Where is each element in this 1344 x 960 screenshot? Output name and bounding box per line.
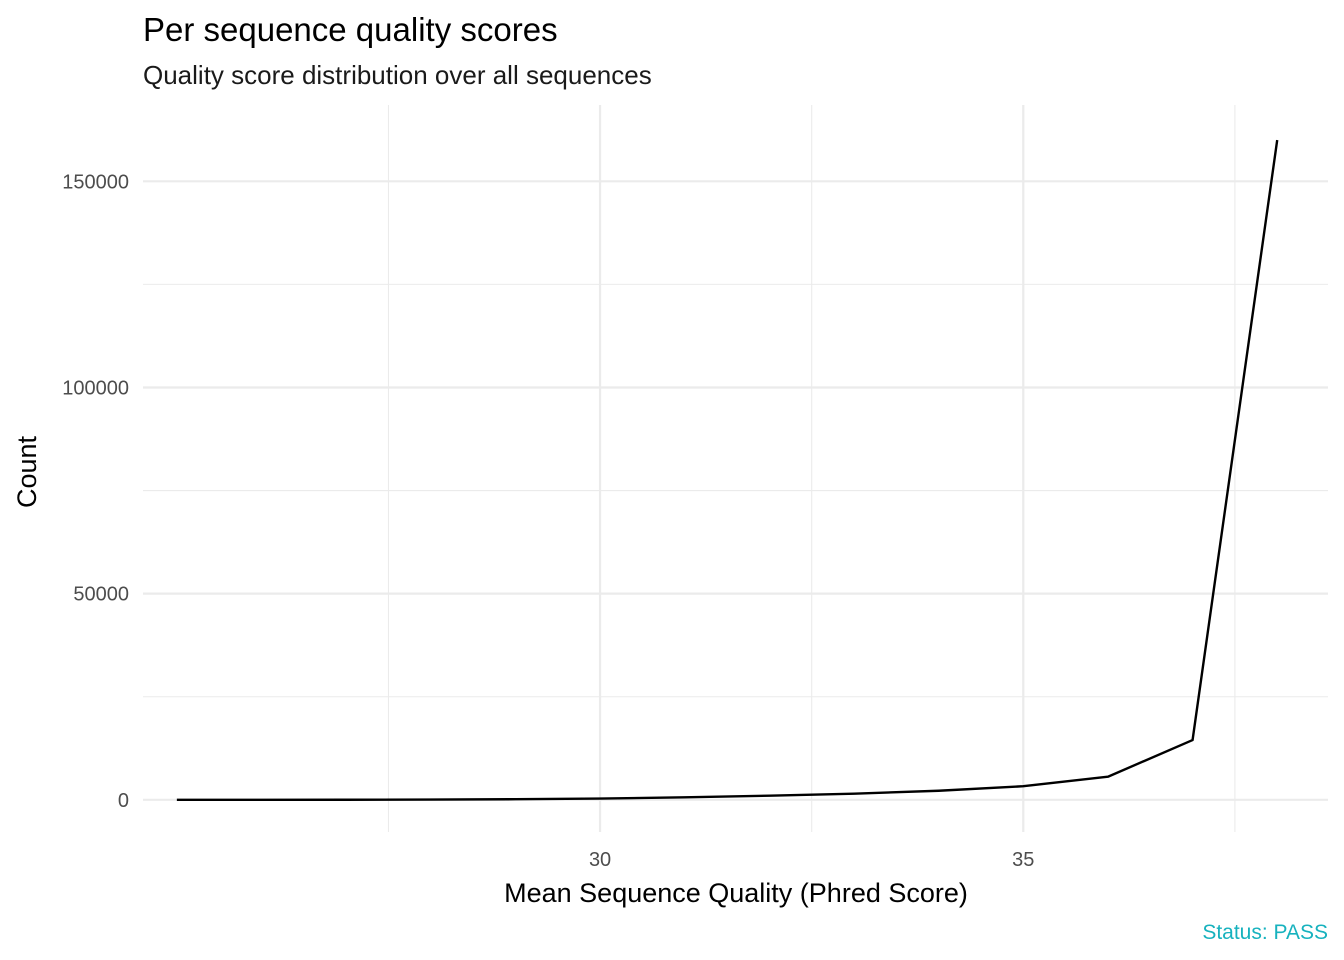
chart-title: Per sequence quality scores: [143, 11, 558, 48]
x-tick-label: 35: [1012, 849, 1034, 871]
series-layer: [176, 139, 1279, 802]
status-caption: Status: PASS: [1202, 921, 1328, 944]
y-tick-label: 100000: [62, 377, 129, 399]
series-line: [176, 139, 1279, 802]
tick-labels: 0 50000 100000 150000 30 35: [62, 171, 1034, 871]
x-axis-title: Mean Sequence Quality (Phred Score): [504, 878, 968, 908]
y-tick-label: 0: [118, 790, 129, 812]
chart-subtitle: Quality score distribution over all sequ…: [143, 60, 652, 90]
y-tick-label: 150000: [62, 171, 129, 193]
y-tick-label: 50000: [73, 584, 129, 606]
minor-gridlines: [143, 105, 1328, 832]
y-axis-title: Count: [12, 435, 42, 508]
major-gridlines: [143, 105, 1328, 832]
x-tick-label: 30: [589, 849, 611, 871]
